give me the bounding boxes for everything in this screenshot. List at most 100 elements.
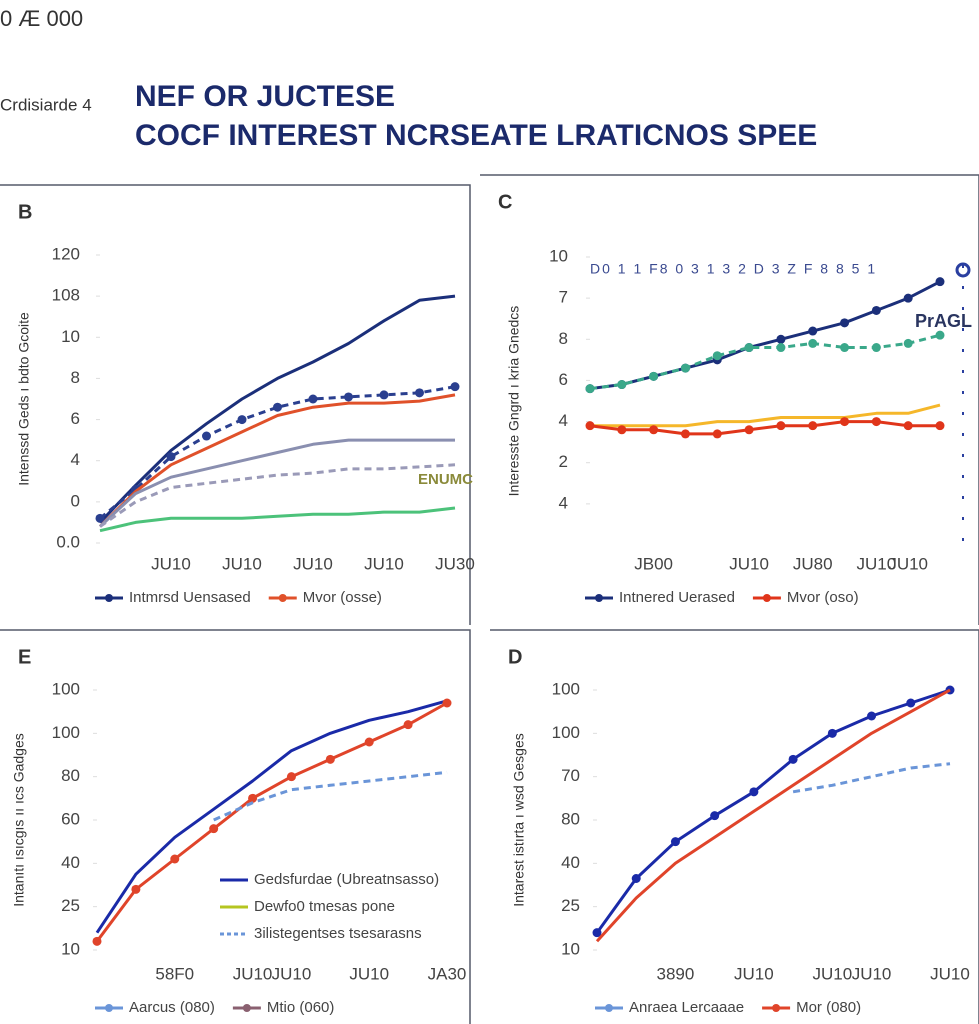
y-tick-label: 70 — [561, 766, 580, 785]
x-tick-label: JU10 — [151, 554, 191, 573]
data-point — [749, 787, 759, 797]
legend-marker — [762, 594, 771, 602]
series-line — [98, 393, 456, 528]
y-tick-label: 25 — [561, 896, 580, 915]
panel-letter: D — [508, 646, 522, 668]
data-point — [712, 429, 722, 439]
legend-label: Mtio (060) — [267, 999, 335, 1016]
data-point — [840, 417, 850, 427]
series-line — [589, 333, 941, 391]
data-point — [237, 415, 247, 425]
x-tick-label: JU10 — [272, 964, 312, 983]
data-point — [776, 421, 786, 431]
y-tick-label: 80 — [561, 809, 580, 828]
data-point — [906, 698, 916, 708]
y-tick-label: 25 — [61, 896, 80, 915]
data-point — [202, 431, 211, 441]
data-point — [649, 371, 659, 381]
y-tick-label: 7 — [559, 288, 568, 307]
y-axis-title: Interesste Gngrd ı kria Gnedcs — [506, 306, 522, 497]
data-point — [92, 936, 102, 946]
series-line — [595, 688, 951, 934]
data-point — [170, 854, 180, 864]
legend-marker — [595, 594, 603, 602]
header-title: NEF OR JUCTESE — [135, 80, 395, 113]
data-point — [364, 737, 374, 747]
data-point — [273, 402, 282, 412]
series-line — [590, 403, 941, 428]
x-tick-label: 58F0 — [155, 964, 194, 983]
y-tick-label: 100 — [552, 723, 580, 742]
data-point — [710, 811, 720, 821]
y-tick-label: 4 — [559, 493, 568, 512]
y-tick-label: 40 — [61, 853, 80, 872]
series-line — [99, 506, 456, 533]
series-line — [589, 280, 941, 391]
data-point — [935, 330, 945, 340]
data-point — [95, 513, 105, 523]
x-tick-label: JU30 — [435, 554, 475, 573]
data-point — [166, 452, 176, 462]
y-axis-title: Intanıtı ısıcgıs ıı ıcs Gadges — [11, 733, 27, 907]
data-point — [379, 390, 389, 400]
data-point — [670, 837, 680, 847]
data-point — [308, 394, 318, 404]
panel-letter: C — [498, 191, 512, 213]
y-tick-label: 8 — [71, 368, 80, 387]
x-tick-label: JA30 — [428, 964, 467, 983]
x-tick-label: JU10 — [852, 964, 892, 983]
data-point — [442, 698, 452, 708]
legend-label: Mor (080) — [796, 999, 861, 1016]
data-point — [808, 326, 818, 336]
x-tick-label: JB00 — [634, 554, 673, 573]
legend-label: Mvor (oso) — [787, 589, 859, 606]
data-point — [776, 343, 786, 353]
y-tick-label: 40 — [561, 853, 580, 872]
x-tick-label: JU10 — [812, 964, 852, 983]
data-point — [617, 425, 627, 435]
annotation: ENUMC — [418, 471, 473, 488]
data-point — [808, 421, 818, 431]
right-axis-knob — [955, 262, 971, 278]
data-point — [776, 334, 786, 344]
legend-marker — [772, 1004, 781, 1012]
annotation: D0 1 1 F8 0 3 1 3 2 D 3 Z F 8 8 5 1 — [590, 261, 877, 277]
y-tick-label: 120 — [52, 244, 80, 263]
panel-frame — [480, 174, 979, 625]
data-point — [871, 343, 881, 353]
y-tick-label: 10 — [61, 939, 80, 958]
data-point — [744, 425, 754, 435]
x-tick-label: JU10 — [349, 964, 389, 983]
y-tick-label: 6 — [559, 370, 568, 389]
series-line — [589, 420, 940, 436]
chart-panel: C Interesste Gngrd ı kria Gnedcs 4 2 4 6 8 7 10 J… — [480, 174, 979, 625]
data-point — [712, 351, 722, 361]
panel-frame — [0, 184, 471, 625]
legend-marker — [105, 1004, 113, 1012]
data-point — [248, 793, 258, 803]
y-tick-label: 108 — [52, 286, 80, 305]
chart-panel: D Intarest istırta ı wsd Gesges 10 25 40 80 70… — [490, 629, 979, 1024]
data-point — [935, 277, 945, 287]
y-axis-title: Intenssd Geds ı bdto Gcoite — [16, 312, 32, 486]
series-line — [95, 699, 448, 934]
x-tick-label: JU10 — [293, 554, 333, 573]
data-point — [744, 343, 754, 353]
data-point — [788, 754, 798, 764]
x-tick-label: JU10 — [888, 554, 928, 573]
data-point — [649, 425, 659, 435]
panel-frame — [490, 629, 979, 1024]
data-point — [808, 338, 818, 348]
data-point — [867, 711, 877, 721]
legend-marker — [605, 1004, 613, 1012]
data-point — [592, 928, 602, 938]
x-tick-label: JU10 — [364, 554, 404, 573]
series-line — [95, 701, 448, 943]
y-tick-label: 100 — [552, 679, 580, 698]
series-line — [213, 770, 448, 822]
series-line — [595, 688, 951, 943]
series-line — [98, 294, 456, 524]
y-tick-label: 10 — [561, 939, 580, 958]
chart-panel: E Intanıtı ısıcgıs ıı ıcs Gadges 10 25 40 60 8… — [0, 629, 471, 1024]
